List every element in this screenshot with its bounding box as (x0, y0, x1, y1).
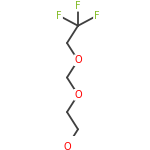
Text: O: O (74, 90, 82, 100)
Text: F: F (57, 11, 62, 21)
Text: O: O (63, 142, 71, 150)
Text: O: O (74, 55, 82, 65)
Text: F: F (94, 11, 99, 21)
Text: F: F (75, 1, 81, 11)
